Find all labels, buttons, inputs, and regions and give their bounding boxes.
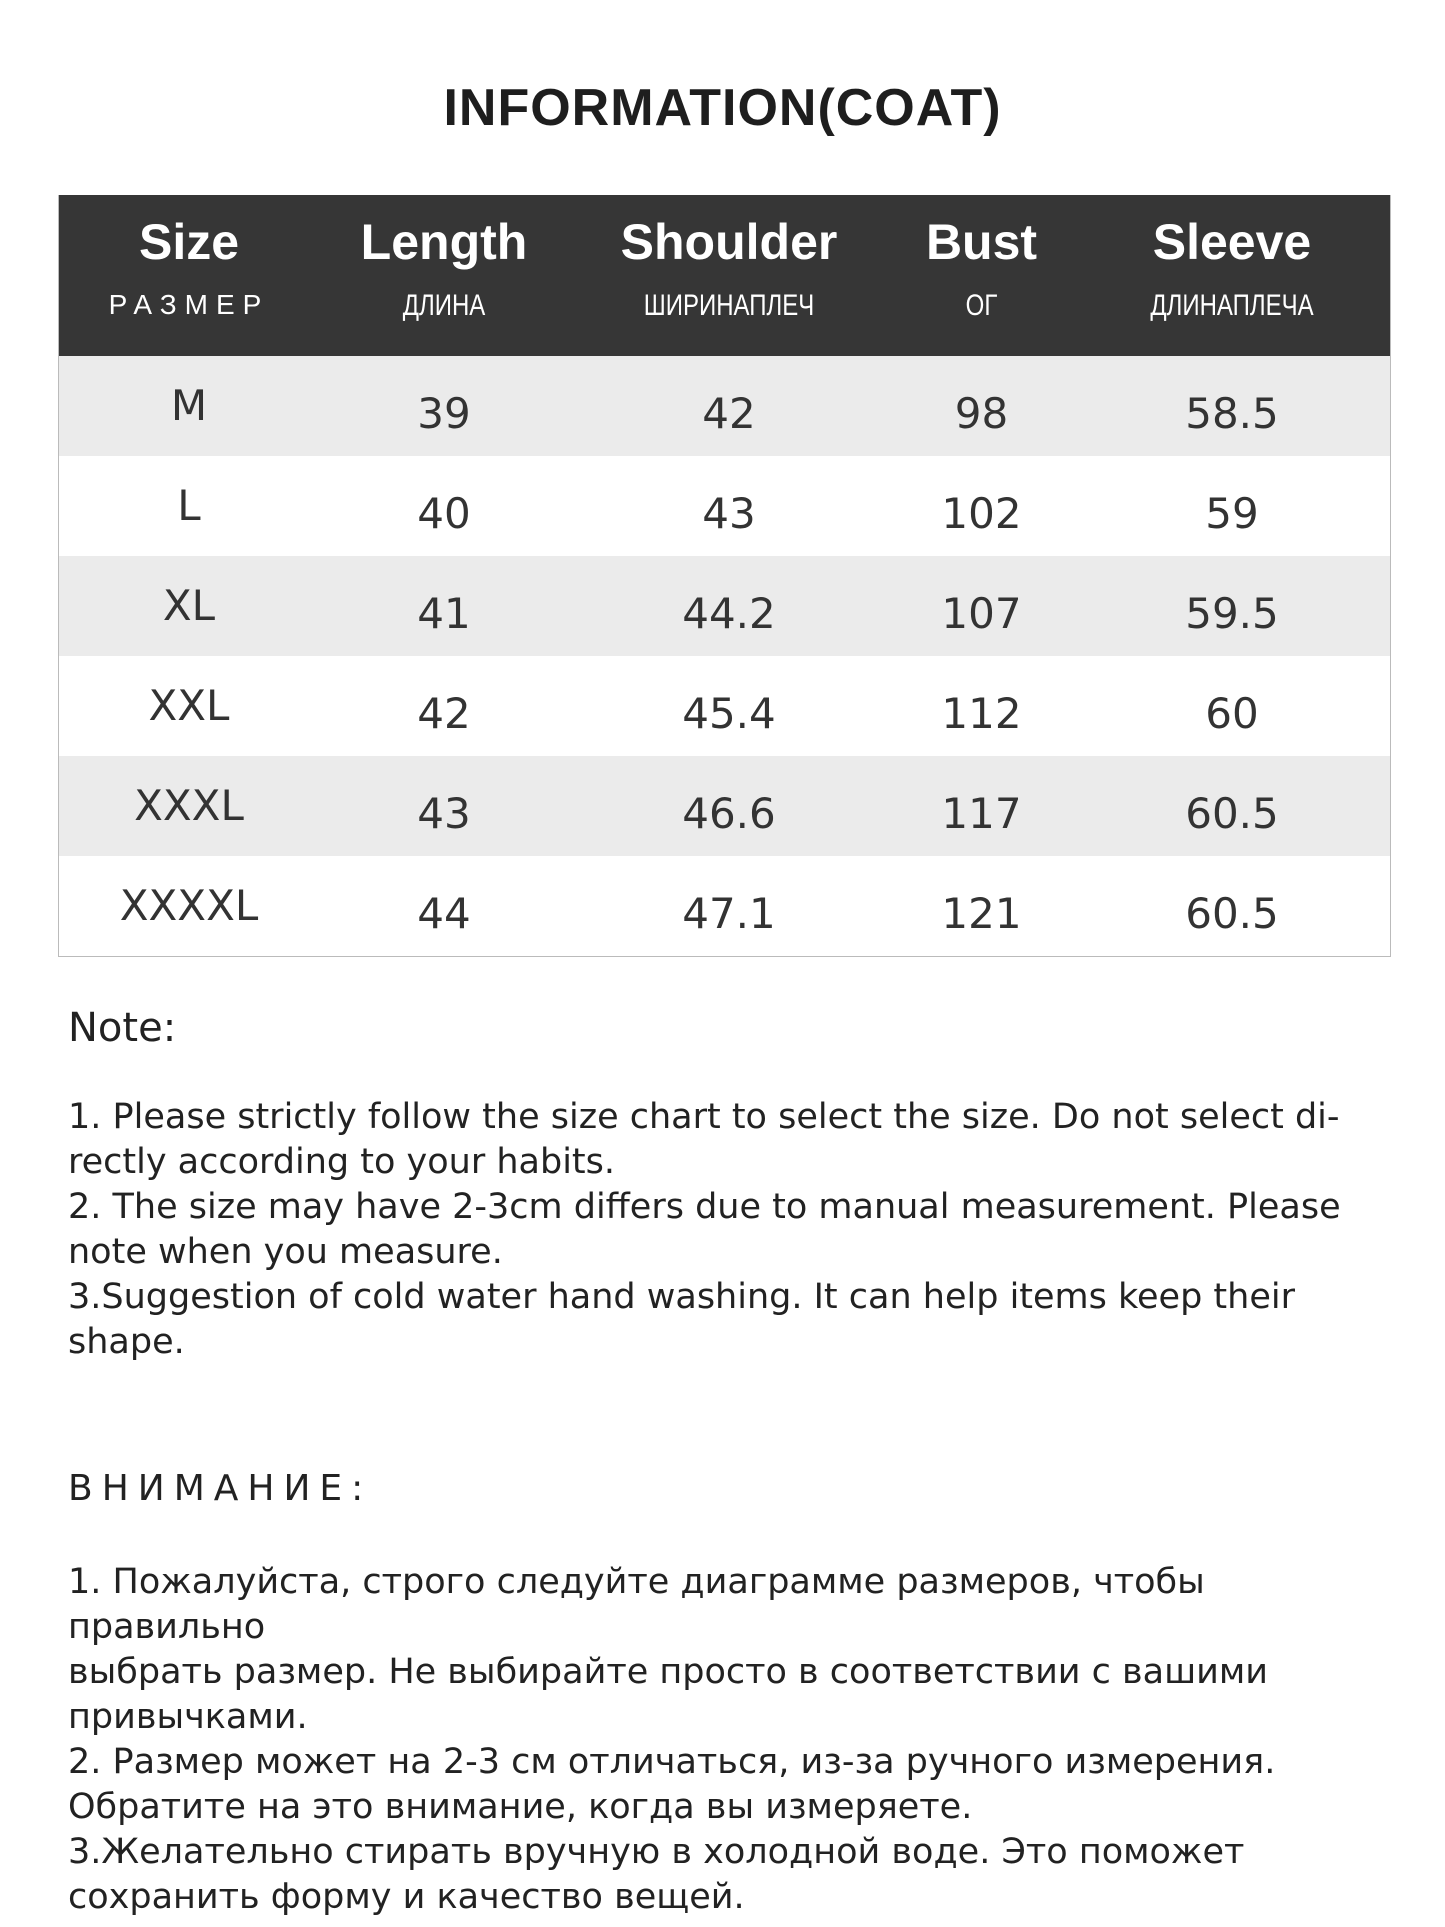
table-row: L 40 43 102 59 [59,456,1390,556]
header-ru: ОГ [965,289,998,322]
ru-note-heading: ВНИМАНИЕ: [68,1468,373,1509]
table-cell: 46.6 [682,789,776,838]
table-cell: M [170,381,208,430]
header-size: Size РАЗМЕР [59,195,319,356]
table-cell: XXXXL [119,881,259,930]
table-cell: 112 [941,689,1022,738]
size-table: Size РАЗМЕР Length ДЛИНА Shoulder ШИРИНАПЛЕ… [58,195,1391,957]
header-en: Size [138,214,240,270]
table-cell: 44.2 [682,589,776,638]
header-ru: ДЛИНАПЛЕЧА [1150,289,1314,322]
header-shoulder: Shoulder ШИРИНАПЛЕЧ [569,195,889,356]
table-row: XXXL 43 46.6 117 60.5 [59,756,1390,856]
note-text: 1. Please strictly follow the size chart… [68,1097,1341,1362]
table-row: XXL 42 45.4 112 60 [59,656,1390,756]
header-en: Bust [925,214,1038,270]
table-cell: 117 [941,789,1022,838]
table-cell: XXXL [134,781,244,830]
table-cell: 102 [941,489,1022,538]
table-row: XXXXL 44 47.1 121 60.5 [59,856,1390,956]
table-cell: 98 [954,389,1009,438]
table-row: XL 41 44.2 107 59.5 [59,556,1390,656]
table-cell: XL [162,581,216,630]
table-cell: 60.5 [1185,789,1279,838]
header-ru: ДЛИНА [402,289,486,322]
header-length: Length ДЛИНА [319,195,569,356]
table-cell: 42 [702,389,756,438]
table-cell: 40 [417,489,471,538]
table-cell: 47.1 [682,889,776,938]
table-cell: 43 [417,789,471,838]
table-cell: 60.5 [1185,889,1279,938]
note-heading: Note: [68,1005,177,1051]
table-cell: 121 [941,889,1022,938]
table-cell: 42 [417,689,471,738]
table-cell: 45.4 [682,689,776,738]
table-cell: 43 [702,489,756,538]
header-ru: РАЗМЕР [108,289,270,320]
table-cell: L [177,481,201,530]
table-cell: 44 [417,889,471,938]
header-sleeve: Sleeve ДЛИНАПЛЕЧА [1074,195,1390,356]
table-body: M 39 42 98 58.5 L 40 43 102 59 XL 41 44.2 107 59.5 XXL 4… [59,356,1390,956]
table-cell: 59 [1205,489,1259,538]
ru-note-text: 1. Пожалуйста, строго следуйте диаграмме… [68,1562,1276,1917]
page-title: INFORMATION(COAT) [443,79,1002,137]
table-cell: 59.5 [1185,589,1279,638]
table-cell: 41 [417,589,471,638]
table-cell: 60 [1205,689,1259,738]
table-cell: 58.5 [1185,389,1279,438]
header-en: Shoulder [620,214,838,270]
header-bust: Bust ОГ [889,195,1074,356]
header-en: Length [360,214,528,270]
header-ru: ШИРИНАПЛЕЧ [643,289,815,322]
table-row: M 39 42 98 58.5 [59,356,1390,456]
table-cell: 39 [417,389,471,438]
table-cell: XXL [148,681,230,730]
table-cell: 107 [941,589,1022,638]
header-en: Sleeve [1152,214,1312,270]
table-header: Size РАЗМЕР Length ДЛИНА Shoulder ШИРИНАПЛЕ… [59,195,1390,356]
